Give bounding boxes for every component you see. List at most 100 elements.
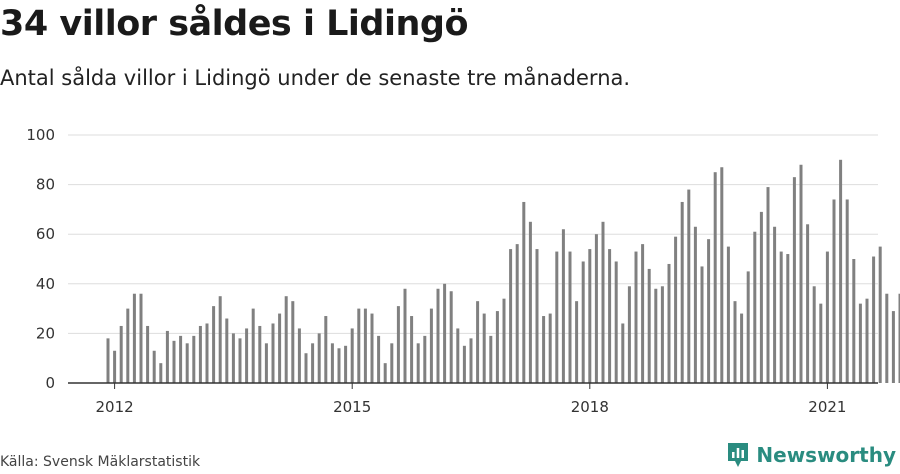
bar [495,311,499,383]
bar [561,229,565,383]
bar [377,335,381,383]
bars [106,159,900,383]
y-tick-label: 60 [36,225,55,243]
bar [502,298,506,383]
bar [568,251,572,383]
bar [680,201,684,383]
bar [898,293,900,383]
bar [469,338,473,383]
y-tick-label: 40 [36,275,55,293]
bar [548,313,552,383]
bar [423,335,427,383]
bar [238,338,242,383]
bar [284,296,288,383]
y-tick-label: 80 [36,176,55,194]
bar [396,306,400,383]
bar [891,311,895,383]
bar [825,251,829,383]
bar [720,167,724,383]
bar [614,261,618,383]
bar [542,316,546,383]
bar [251,308,255,383]
bar [410,316,414,383]
bar [667,263,671,383]
bar [839,159,843,383]
bar [198,325,202,383]
bar [819,303,823,383]
bar [575,301,579,383]
x-tick-label: 2012 [96,398,134,416]
bar [773,226,777,383]
bar [588,249,592,383]
y-tick-label: 20 [36,324,55,342]
bar [456,328,460,383]
x-tick-label: 2018 [571,398,609,416]
bar [363,308,367,383]
bar [878,246,882,383]
bar [119,325,123,383]
bar [740,313,744,383]
bar [608,249,612,383]
bar [357,308,361,383]
bar [172,340,176,383]
bar [555,251,559,383]
bar [258,325,262,383]
bar [436,288,440,383]
bar [865,298,869,383]
bar [231,333,235,383]
bar [482,313,486,383]
bar [311,343,315,383]
bar [476,301,480,383]
bar [344,345,348,383]
bar [317,333,321,383]
bar [733,301,737,383]
bar [766,187,770,383]
bar [713,172,717,383]
bar [462,345,466,383]
bar [621,323,625,383]
bar [390,343,394,383]
bar [278,313,282,383]
bar [581,261,585,383]
bar [218,296,222,383]
bar [185,343,189,383]
newsworthy-brand[interactable]: Newsworthy [726,441,896,469]
bar [707,239,711,383]
bar [726,246,730,383]
bar [159,363,163,383]
bar [192,335,196,383]
bar [245,328,249,383]
bar [429,308,433,383]
bar [812,286,816,383]
bar [146,325,150,383]
bar [291,301,295,383]
bar [350,328,354,383]
bar [416,343,420,383]
grid-lines [68,134,878,334]
bar [330,343,334,383]
y-tick-label: 100 [26,126,55,144]
bar [641,244,645,383]
bar [647,268,651,383]
bar [799,164,803,383]
x-tick-label: 2015 [333,398,371,416]
bar [264,343,268,383]
bar [634,251,638,383]
newsworthy-logo-icon [728,443,749,467]
x-tick-label: 2021 [808,398,846,416]
bar [627,286,631,383]
bar [225,318,229,383]
bar [449,291,453,383]
bar [337,348,341,383]
bar [700,266,704,383]
source-note: Källa: Svensk Mäklarstatistik [0,454,201,470]
y-axis-ticks: 0 20 40 60 80 100 [26,126,55,392]
bar [674,236,678,383]
bar [746,271,750,383]
bar [792,177,796,383]
bar [152,350,156,383]
bar [852,259,856,383]
bar [297,328,301,383]
bar [522,201,526,383]
